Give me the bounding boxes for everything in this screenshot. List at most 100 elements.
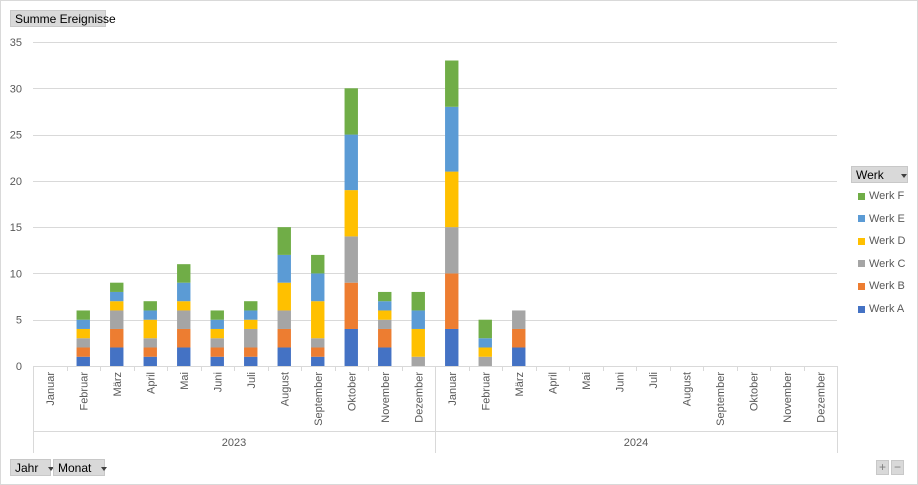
bar-segment — [512, 328, 526, 348]
bar-segment — [143, 301, 157, 311]
x-tick-label: Oktober — [346, 372, 358, 411]
axis-field-label-monat: Monat — [58, 461, 92, 475]
legend-item: Werk A — [858, 302, 904, 316]
x-tick-label: April — [547, 372, 559, 394]
legend-swatch — [858, 192, 865, 200]
bar-segment — [277, 282, 291, 311]
bar-segment — [378, 347, 392, 366]
y-tick-label: 25 — [10, 130, 22, 142]
bar-segment — [344, 328, 358, 366]
bar-segment — [378, 328, 392, 348]
bar-segment — [445, 171, 459, 228]
bar-segment — [277, 227, 291, 255]
bar-segment — [311, 273, 325, 302]
x-tick-label: November — [782, 372, 794, 423]
legend-label: Werk D — [869, 235, 906, 248]
axis-field-label-jahr: Jahr — [15, 461, 39, 475]
bar-segment — [311, 254, 325, 274]
bar-segment — [344, 134, 358, 191]
legend-swatch — [858, 260, 865, 268]
bar-segment — [512, 310, 526, 329]
x-tick-label: April — [145, 372, 157, 394]
bar-segment — [445, 60, 459, 107]
legend-label: Werk F — [869, 190, 905, 202]
legend-swatch — [858, 282, 865, 290]
legend-item: Werk B — [858, 279, 905, 293]
bar-segment — [277, 347, 291, 366]
bar-segment — [244, 301, 258, 311]
legend-swatch — [858, 215, 865, 223]
x-tick-label: Juni — [212, 372, 224, 392]
value-field-label: Summe Ereignisse — [15, 12, 116, 26]
bar-segment — [277, 254, 291, 283]
bar-segment — [378, 319, 392, 329]
x-tick-label: Mai — [581, 372, 593, 390]
bar-segment — [445, 106, 459, 172]
y-tick-label: 20 — [10, 176, 22, 188]
axis-field-button-monat[interactable]: Monat — [53, 459, 107, 476]
bar-segment — [210, 328, 224, 339]
bar-segment — [478, 319, 492, 339]
legend-item: Werk E — [858, 212, 905, 226]
bar-segment — [244, 356, 258, 366]
bar-segment — [210, 319, 224, 329]
bar-segment — [143, 319, 157, 339]
bar-segment — [143, 356, 157, 366]
expand-field-button[interactable]: + — [876, 460, 889, 475]
collapse-field-button[interactable]: − — [891, 460, 904, 475]
chevron-down-icon — [47, 466, 54, 471]
y-tick-label: 10 — [10, 268, 22, 280]
bar-segment — [344, 190, 358, 237]
x-tick-label: September — [715, 372, 727, 426]
bar-segment — [210, 347, 224, 357]
bar-segment — [143, 347, 157, 357]
legend-swatch — [858, 237, 865, 245]
legend-field-label: Werk — [856, 168, 884, 182]
x-tick-label: Januar — [45, 372, 57, 406]
value-field-button[interactable]: Summe Ereignisse — [10, 10, 116, 27]
legend-field-button[interactable]: Werk — [851, 166, 908, 183]
group-label: 2023 — [222, 437, 246, 449]
legend-item: Werk F — [858, 189, 904, 203]
chevron-down-icon — [901, 173, 908, 178]
x-tick-label: März — [112, 372, 124, 396]
bar-segment — [311, 338, 325, 348]
plus-icon: + — [878, 460, 886, 474]
bar-segment — [76, 338, 90, 348]
legend-label: Werk C — [869, 257, 906, 270]
bar-segment — [210, 310, 224, 320]
bar-segment — [177, 301, 191, 311]
bar-segment — [177, 347, 191, 366]
bar-segment — [76, 328, 90, 339]
bar-segment — [311, 356, 325, 366]
bar-segment — [110, 291, 124, 302]
axis-field-button-jahr[interactable]: Jahr — [10, 459, 54, 476]
bar-segment — [378, 310, 392, 320]
bar-segment — [411, 291, 425, 311]
x-tick-label: Januar — [447, 372, 459, 406]
y-tick-label: 30 — [10, 83, 22, 95]
bar-segment — [76, 347, 90, 357]
bar-segment — [143, 338, 157, 348]
bar-segment — [344, 282, 358, 329]
bar-segment — [277, 328, 291, 348]
chevron-down-icon — [100, 466, 107, 471]
bar-segment — [177, 310, 191, 329]
x-tick-label: Dezember — [815, 372, 827, 423]
x-tick-label: November — [380, 372, 392, 423]
bar-segment — [344, 88, 358, 135]
bar-segment — [76, 310, 90, 320]
legend-item: Werk D — [858, 234, 905, 248]
bar-segment — [378, 291, 392, 302]
bar-segment — [311, 347, 325, 357]
bar-segment — [76, 356, 90, 366]
x-tick-label: Februar — [78, 372, 90, 411]
bar-segment — [411, 356, 425, 366]
bar-segment — [177, 328, 191, 348]
bar-segment — [110, 301, 124, 311]
group-label: 2024 — [624, 437, 648, 449]
bar-segment — [76, 319, 90, 329]
legend-swatch — [858, 305, 865, 313]
legend-label: Werk E — [869, 212, 905, 225]
